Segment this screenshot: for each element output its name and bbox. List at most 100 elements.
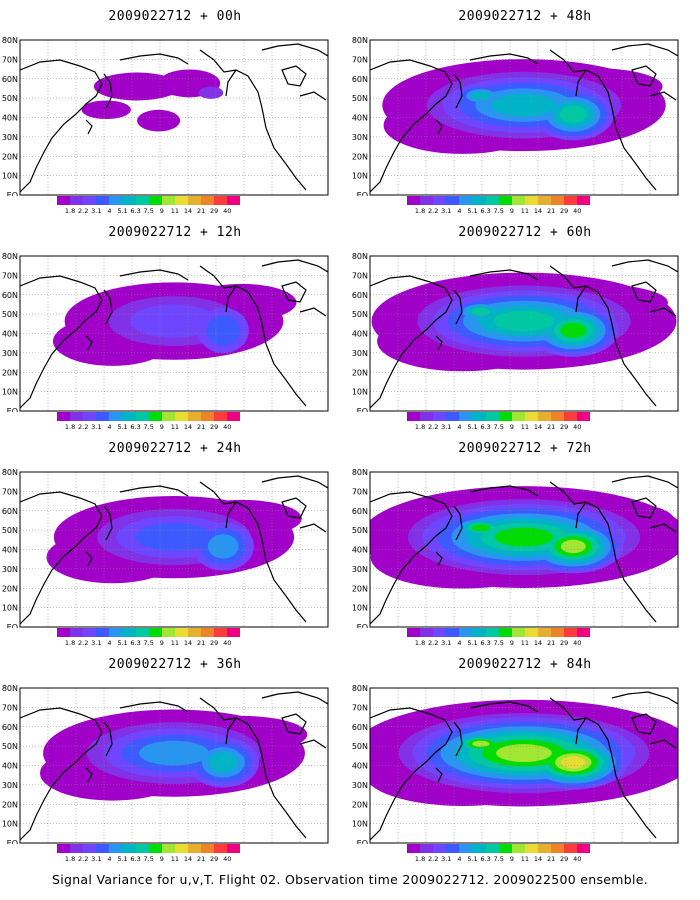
- coastlines: [20, 691, 328, 841]
- lat-tick-label: 60N: [2, 723, 18, 732]
- colorbar-tick-label: 21: [196, 423, 206, 431]
- lat-tick-label: 80N: [2, 684, 18, 693]
- lat-tick-label: 40N: [2, 114, 18, 123]
- colorbar-swatch: [57, 628, 71, 637]
- coastline: [575, 501, 587, 529]
- colorbar-swatch: [201, 196, 215, 205]
- colorbar-swatch: [420, 844, 434, 853]
- coastline: [435, 551, 443, 567]
- colorbar-tick-label: 14: [533, 855, 543, 863]
- colorbar-swatch: [577, 628, 591, 637]
- colorbar-swatch: [446, 844, 460, 853]
- colorbar-swatch: [174, 196, 188, 205]
- colorbar-swatch: [524, 628, 538, 637]
- colorbar-swatch: [135, 844, 149, 853]
- lat-tick-label: 30N: [2, 133, 18, 142]
- variance-contour: [139, 740, 209, 766]
- coastline: [453, 289, 463, 325]
- colorbar-swatch: [459, 844, 473, 853]
- colorbar-tick-label: 7.5: [493, 639, 504, 647]
- coastline: [199, 697, 307, 839]
- colorbar-tick-label: 40: [223, 423, 232, 431]
- colorbar-swatch: [135, 412, 149, 421]
- colorbar-swatch: [96, 628, 110, 637]
- colorbar-tick-label: 6.3: [480, 855, 491, 863]
- colorbar-tick-label: 4: [457, 639, 462, 647]
- graticule: [20, 256, 328, 411]
- map-panel-12h: 2009022712 + 12h 80N 70N 60N 50N 40N 30N 20N 10N…: [0, 216, 350, 432]
- colorbar-tick-label: 21: [196, 207, 206, 215]
- coastline: [453, 73, 463, 109]
- colorbar-tick-label: 6.3: [130, 207, 141, 215]
- colorbar-swatch: [148, 628, 162, 637]
- colorbar-tick-label: 4: [457, 423, 462, 431]
- colorbar-labels: 1.8 2.2 3.1 4 5.1 6.3 7.5 9 11 14 21 29 40: [57, 207, 319, 216]
- colorbar-tick-label: 29: [210, 423, 219, 431]
- lat-tick-label: 20N: [352, 800, 368, 809]
- colorbar-swatch: [433, 412, 447, 421]
- colorbar-swatch: [83, 844, 97, 853]
- colorbar-tick-label: 5.1: [467, 639, 478, 647]
- coastline: [549, 481, 657, 623]
- coastline: [225, 501, 237, 529]
- coastline: [20, 275, 103, 409]
- colorbar-swatch: [446, 196, 460, 205]
- variance-contour: [471, 524, 490, 532]
- colorbar-swatch: [472, 412, 486, 421]
- colorbar-swatch: [57, 844, 71, 853]
- colorbar-tick-label: 1.8: [414, 207, 426, 215]
- lat-tick-label: 10N: [2, 820, 18, 829]
- coastline: [649, 91, 677, 101]
- lat-tick-label: 80N: [352, 36, 368, 45]
- coastline: [225, 285, 237, 313]
- coastline: [20, 491, 103, 625]
- lat-tick-label: 30N: [352, 565, 368, 574]
- colorbar-swatch: [407, 412, 421, 421]
- coastline: [261, 691, 328, 705]
- colorbar-swatch: [187, 628, 202, 637]
- colorbar-labels: 1.8 2.2 3.1 4 5.1 6.3 7.5 9 11 14 21 29 40: [407, 855, 669, 864]
- coastline: [103, 289, 113, 325]
- variance-contour: [207, 534, 239, 559]
- variance-field: [81, 69, 224, 132]
- colorbar-tick-label: 11: [170, 639, 180, 647]
- lat-tick-label: EQ: [7, 623, 18, 628]
- colorbar-swatch: [564, 844, 578, 853]
- lat-tick-label: 60N: [352, 507, 368, 516]
- colorbar-swatch: [148, 412, 162, 421]
- map-panel-24h: 2009022712 + 24h 80N 70N 60N 50N 40N 30N 20N 10N…: [0, 432, 350, 648]
- colorbar-swatch: [485, 412, 499, 421]
- variance-map: 80N70N60N50N40N30N20N10NEQ80E100E120E140…: [352, 36, 679, 196]
- colorbar-swatch: [161, 412, 175, 421]
- coastline: [370, 491, 453, 625]
- variance-contour: [206, 315, 241, 346]
- lat-tick-label: 70N: [352, 271, 368, 280]
- coastline: [85, 551, 93, 567]
- colorbar-swatch: [446, 628, 460, 637]
- colorbar-swatch: [214, 628, 228, 637]
- variance-contour: [471, 91, 491, 101]
- colorbar: [57, 412, 241, 421]
- colorbar-swatch: [498, 412, 512, 421]
- colorbar-swatch: [148, 844, 162, 853]
- colorbar-swatch: [577, 844, 591, 853]
- panel-title: 2009022712 + 60h: [458, 225, 592, 240]
- lat-tick-label: 10N: [352, 604, 368, 613]
- colorbar-swatch: [201, 844, 215, 853]
- map-panel-72h: 2009022712 + 72h 80N 70N 60N 50N 40N 30N 20N 10N…: [350, 432, 700, 648]
- coastline: [103, 73, 113, 109]
- variance-contour: [471, 307, 491, 316]
- coastlines: [20, 43, 328, 193]
- coastline: [281, 65, 307, 87]
- variance-field: [371, 272, 677, 372]
- colorbar-swatch: [524, 844, 538, 853]
- colorbar-tick-label: 3.1: [441, 423, 452, 431]
- colorbar-swatch: [577, 196, 591, 205]
- colorbar-tick-label: 40: [223, 207, 232, 215]
- lat-tick-label: 70N: [2, 487, 18, 496]
- lat-tick-label: 60N: [2, 291, 18, 300]
- lat-tick-label: 50N: [352, 310, 368, 319]
- coastlines: [370, 43, 678, 193]
- coastline: [549, 265, 657, 407]
- colorbar-swatch: [214, 412, 228, 421]
